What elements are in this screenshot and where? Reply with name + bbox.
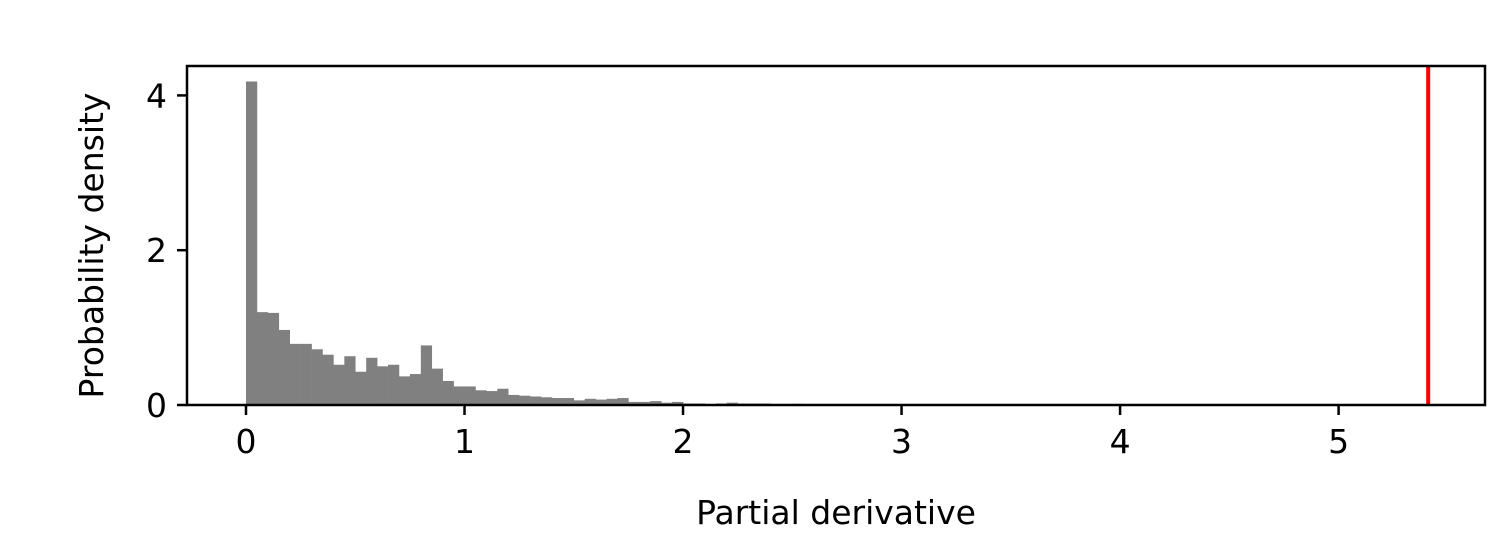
histogram-bar xyxy=(256,312,269,405)
histogram-bar xyxy=(551,398,564,405)
histogram-bar xyxy=(595,399,607,405)
histogram-bar xyxy=(606,398,618,405)
histogram-bar xyxy=(650,401,662,405)
y-axis-label: Probability density xyxy=(72,93,111,399)
histogram-bar xyxy=(355,371,367,405)
histogram-bar xyxy=(278,329,291,405)
histogram-bar xyxy=(453,386,465,405)
plot-frame xyxy=(185,64,1487,407)
y-tick-label: 4 xyxy=(146,76,167,115)
histogram-bar xyxy=(497,388,509,405)
histogram-bar xyxy=(442,381,454,405)
histogram-bar xyxy=(617,398,629,405)
histogram-bar xyxy=(377,366,389,405)
histogram-bar xyxy=(475,390,487,405)
histogram-bar xyxy=(628,401,640,405)
histogram-bar xyxy=(333,364,345,405)
histogram-bars xyxy=(246,81,859,405)
histogram-bar xyxy=(573,400,586,405)
histogram-bar xyxy=(246,81,258,405)
x-axis: 0 1 2 3 4 5 xyxy=(236,405,1349,461)
histogram-bar xyxy=(420,345,433,405)
y-axis: 0 2 4 xyxy=(146,76,187,425)
histogram-bar xyxy=(508,394,520,405)
y-tick-label: 2 xyxy=(146,231,167,270)
x-tick-label: 0 xyxy=(236,422,257,461)
x-tick-label: 3 xyxy=(891,422,912,461)
histogram-bar xyxy=(409,374,422,405)
histogram-bar xyxy=(530,396,542,405)
histogram-bar xyxy=(366,357,378,405)
histogram-bar xyxy=(486,391,498,405)
histogram-bar xyxy=(311,349,323,405)
histogram-bar xyxy=(562,398,575,405)
histogram-bar xyxy=(519,395,531,405)
histogram-bar xyxy=(322,354,334,405)
histogram-bar xyxy=(344,356,356,405)
histogram-bar xyxy=(464,386,476,405)
histogram-bar xyxy=(639,401,651,405)
x-tick-label: 5 xyxy=(1328,422,1349,461)
x-tick-label: 1 xyxy=(454,422,475,461)
histogram-bar xyxy=(541,397,553,405)
histogram-bar xyxy=(388,364,400,405)
histogram-bar xyxy=(584,398,596,405)
y-tick-label: 0 xyxy=(146,386,167,425)
histogram-bar xyxy=(398,376,411,405)
histogram-bar xyxy=(431,368,443,405)
histogram-bar xyxy=(672,401,684,405)
x-tick-label: 2 xyxy=(673,422,694,461)
histogram-bar xyxy=(300,343,312,405)
histogram-bar xyxy=(267,312,280,405)
x-tick-label: 4 xyxy=(1110,422,1131,461)
histogram-bar xyxy=(289,343,301,405)
x-axis-label: Partial derivative xyxy=(696,493,976,532)
